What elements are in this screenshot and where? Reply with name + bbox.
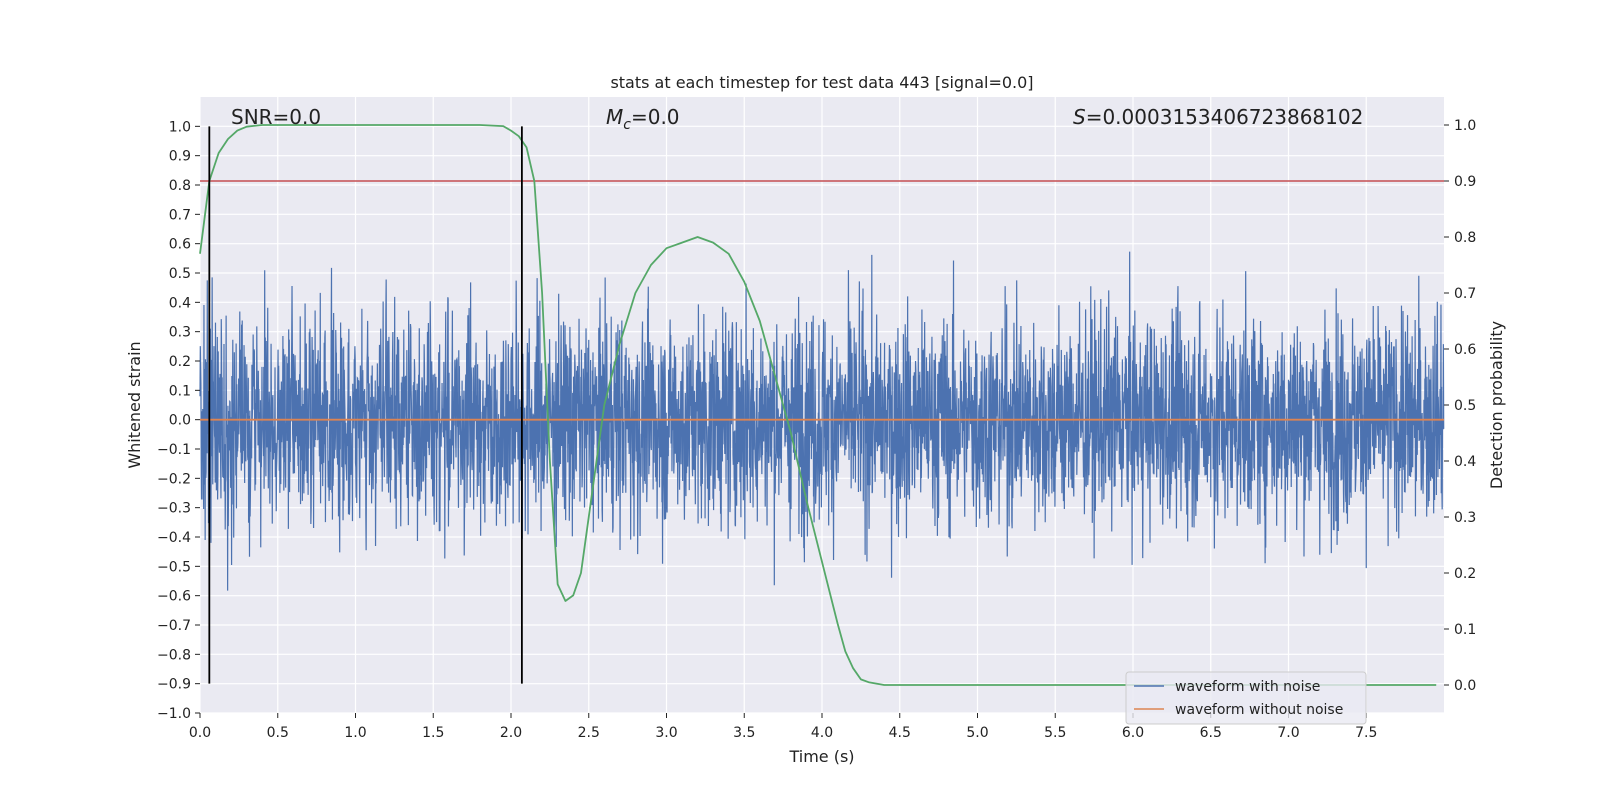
x-tick-label: 1.0 <box>344 725 366 741</box>
x-tick-label: 6.5 <box>1200 725 1222 741</box>
chart-title: stats at each timestep for test data 443… <box>610 73 1033 92</box>
y-tick-label: −0.8 <box>157 647 191 663</box>
y-tick-label: −0.9 <box>157 677 191 693</box>
x-tick-label: 0.0 <box>189 725 211 741</box>
y-tick-label: −1.0 <box>157 706 191 722</box>
x-tick-label: 2.5 <box>578 725 600 741</box>
y-axis-label: Whitened strain <box>125 341 144 468</box>
y2-tick-label: 0.3 <box>1454 510 1476 526</box>
y2-tick-label: 0.4 <box>1454 454 1476 470</box>
x-tick-label: 5.5 <box>1044 725 1066 741</box>
x-tick-label: 7.5 <box>1355 725 1377 741</box>
legend-box <box>1125 671 1367 725</box>
s-statistic-annotation: S=0.0003153406723868102 <box>1073 105 1363 129</box>
y-tick-label: 0.7 <box>169 207 191 223</box>
y-tick-label: 0.6 <box>169 237 191 253</box>
vertical-markers <box>208 126 523 684</box>
y2-tick-label: 0.5 <box>1454 398 1476 414</box>
y-tick-label: 0.2 <box>169 354 191 370</box>
y-tick-label: −0.7 <box>157 618 191 634</box>
y-tick-label: −0.5 <box>157 559 191 575</box>
x-tick-label: 4.5 <box>889 725 911 741</box>
y-tick-label: 1.0 <box>169 119 191 135</box>
x-tick-label: 1.5 <box>422 725 444 741</box>
snr-annotation: SNR=0.0 <box>231 105 321 129</box>
x-tick-label: 4.0 <box>811 725 833 741</box>
x-tick-label: 6.0 <box>1122 725 1144 741</box>
chirp-mass-subscript: c <box>623 117 631 133</box>
y2-tick-label: 0.0 <box>1454 678 1476 694</box>
detection-probability-series <box>199 124 1437 686</box>
y2-axis-label: Detection probability <box>1487 321 1506 489</box>
x-tick-label: 2.0 <box>500 725 522 741</box>
y-tick-label: 0.0 <box>169 413 191 429</box>
waveform-with-noise-series <box>199 251 1445 591</box>
y-tick-label: 0.8 <box>169 178 191 194</box>
x-axis-label: Time (s) <box>788 747 854 766</box>
x-axis-ticks: 0.0 0.5 1.0 1.5 2.0 2.5 3.0 3.5 4.0 4.5 5.0 5.5 6.0 6… <box>189 713 1377 741</box>
legend-label-clean: waveform without noise <box>1175 702 1343 718</box>
y-tick-label: 0.3 <box>169 325 191 341</box>
y-tick-label: −0.2 <box>157 471 191 487</box>
y2-tick-label: 0.6 <box>1454 342 1476 358</box>
y2-tick-label: 1.0 <box>1454 118 1476 134</box>
y-tick-label: 0.9 <box>169 149 191 165</box>
x-tick-label: 5.0 <box>966 725 988 741</box>
chirp-mass-symbol: M <box>606 105 623 129</box>
chirp-mass-value: =0.0 <box>631 105 680 129</box>
y-axis-ticks: −1.0 −0.9 −0.8 −0.7 −0.6 −0.5 −0.4 −0.3 −0.2 −0.1… <box>157 119 200 722</box>
y2-axis-ticks: 0.0 0.1 0.2 0.3 0.4 0.5 0.6 0.7 0.8 0.9 1.0 <box>1444 118 1476 694</box>
x-tick-label: 7.0 <box>1277 725 1299 741</box>
y-tick-label: −0.4 <box>157 530 191 546</box>
x-tick-label: 0.5 <box>267 725 289 741</box>
legend: waveform with noise waveform without noi… <box>1125 671 1367 725</box>
s-value: =0.0003153406723868102 <box>1086 105 1364 129</box>
y2-tick-label: 0.9 <box>1454 174 1476 190</box>
y-tick-label: −0.3 <box>157 501 191 517</box>
x-tick-label: 3.0 <box>655 725 677 741</box>
waveform-with-noise-line <box>199 251 1445 591</box>
detection-probability-line <box>199 124 1437 686</box>
y-tick-label: −0.1 <box>157 442 191 458</box>
chirp-mass-annotation: Mc=0.0 <box>606 105 680 133</box>
y2-tick-label: 0.7 <box>1454 286 1476 302</box>
y2-tick-label: 0.2 <box>1454 566 1476 582</box>
y2-tick-label: 0.1 <box>1454 622 1476 638</box>
y-tick-label: 0.1 <box>169 383 191 399</box>
y-tick-label: −0.6 <box>157 589 191 605</box>
y-tick-label: 0.4 <box>169 295 191 311</box>
y-tick-label: 0.5 <box>169 266 191 282</box>
s-symbol: S <box>1073 105 1086 129</box>
y2-tick-label: 0.8 <box>1454 230 1476 246</box>
x-tick-label: 3.5 <box>733 725 755 741</box>
legend-label-noise: waveform with noise <box>1175 679 1320 695</box>
